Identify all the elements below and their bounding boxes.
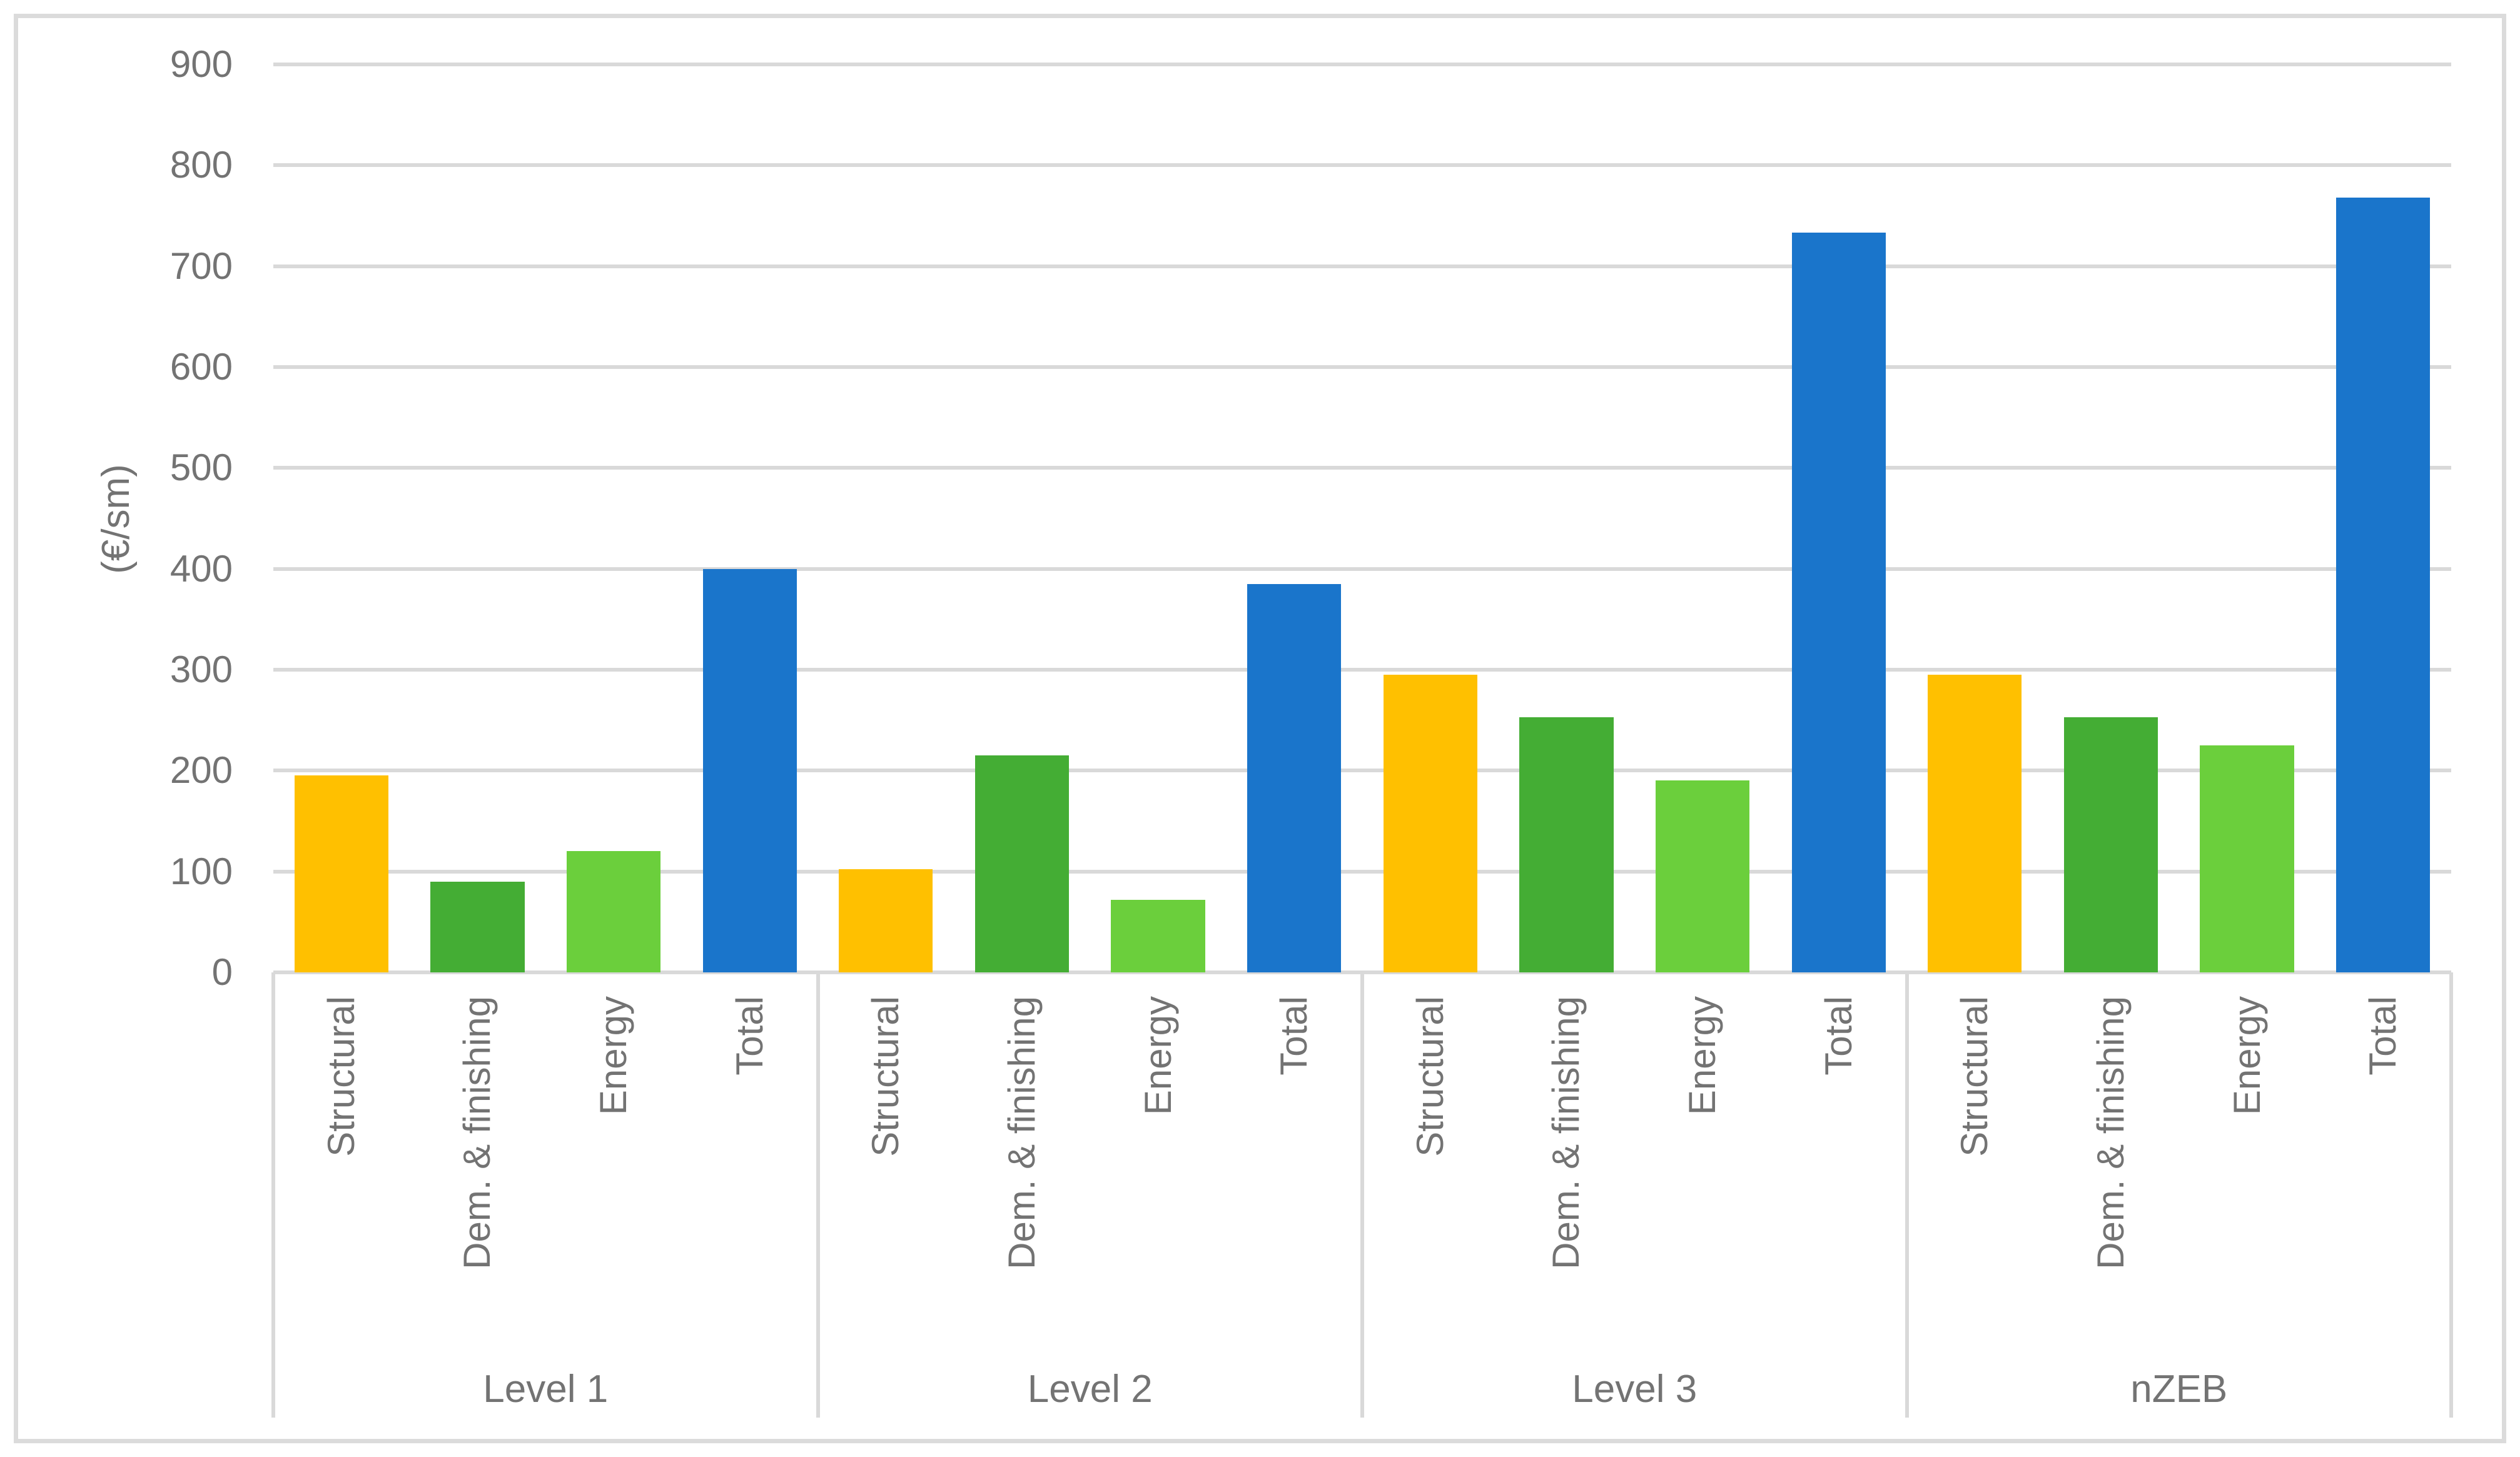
bar-slot: [1634, 64, 1771, 972]
bar-slot: [1090, 64, 1227, 972]
category-label: Dem. & finishing: [2089, 996, 2132, 1269]
bar-nZEB-Energy: [2200, 745, 2294, 972]
category-cell: Total: [1226, 972, 1362, 1418]
plot-area: [273, 63, 2451, 974]
y-tick-label: 300: [170, 648, 233, 690]
category-label: Structural: [1409, 996, 1451, 1157]
bar-Level 3-Energy: [1655, 780, 1750, 972]
group-label-row: Level 1 Level 2 Level 3 nZEB: [273, 1370, 2451, 1409]
y-axis-tick-labels: 0 100 200 300 400 500 600 700 800 900: [0, 0, 233, 1457]
category-cell: Structural: [818, 972, 954, 1418]
bar-Level 2-Structural: [839, 869, 933, 972]
group-label-Level 1: Level 1: [483, 1368, 609, 1411]
gridline-300: [273, 668, 2451, 672]
bar-Level 3-Structural: [1383, 675, 1477, 972]
bar-Level 1-Energy: [566, 851, 661, 972]
category-cell: Dem. & finishing: [410, 972, 546, 1418]
category-label: Dem. & finishing: [456, 996, 498, 1269]
bar-slot: [682, 64, 818, 972]
bar-nZEB-Dem. & finishing: [2063, 717, 2158, 972]
category-cell: Dem. & finishing: [954, 972, 1090, 1418]
category-label: Energy: [2225, 996, 2268, 1116]
axis-divider: [271, 972, 275, 1418]
category-label: Energy: [1681, 996, 1724, 1116]
category-label: Dem. & finishing: [1000, 996, 1043, 1269]
y-tick-label: 0: [211, 951, 233, 993]
bar-Level 3-Total: [1791, 233, 1886, 972]
bar-slot: [1362, 64, 1499, 972]
axis-divider: [2449, 972, 2453, 1418]
category-cell: Total: [682, 972, 818, 1418]
gridline-100: [273, 869, 2451, 874]
category-cell: Structural: [1362, 972, 1499, 1418]
category-label: Total: [1273, 996, 1315, 1076]
y-tick-label: 500: [170, 446, 233, 489]
category-label: Structural: [320, 996, 362, 1157]
category-label: Energy: [592, 996, 635, 1116]
bar-Level 1-Dem. & finishing: [430, 881, 525, 972]
category-cell: Structural: [273, 972, 410, 1418]
category-cell: Structural: [1907, 972, 2043, 1418]
category-label: Total: [728, 996, 771, 1076]
bar-slot: [273, 64, 410, 972]
category-cell: Dem. & finishing: [2043, 972, 2179, 1418]
category-cell: Energy: [1090, 972, 1227, 1418]
bar-slot: [2179, 64, 2315, 972]
bar-Level 1-Total: [702, 568, 797, 972]
category-label: Structural: [864, 996, 907, 1157]
category-cell: Dem. & finishing: [1499, 972, 1635, 1418]
bar-Level 2-Energy: [1111, 899, 1205, 972]
category-cell: Total: [1771, 972, 1907, 1418]
bar-slot: [545, 64, 682, 972]
bar-slot: [2043, 64, 2179, 972]
category-label: Total: [2362, 996, 2404, 1076]
category-label: Energy: [1136, 996, 1179, 1116]
gridline-200: [273, 769, 2451, 773]
y-tick-label: 800: [170, 144, 233, 186]
group-label-Level 3: Level 3: [1572, 1368, 1698, 1411]
category-cell: Total: [2315, 972, 2451, 1418]
y-tick-label: 100: [170, 850, 233, 892]
category-label: Structural: [1953, 996, 1996, 1157]
bars-row: [273, 64, 2451, 972]
bar-Level 2-Dem. & finishing: [974, 755, 1069, 972]
axis-divider: [816, 972, 820, 1418]
bar-Level 3-Dem. & finishing: [1519, 717, 1614, 972]
category-cell: Energy: [545, 972, 682, 1418]
y-tick-label: 400: [170, 547, 233, 590]
y-tick-label: 600: [170, 346, 233, 388]
bar-slot: [2315, 64, 2451, 972]
gridline-600: [273, 365, 2451, 369]
y-tick-label: 200: [170, 749, 233, 792]
category-label: Total: [1817, 996, 1860, 1076]
y-tick-label: 900: [170, 43, 233, 85]
bar-Level 1-Structural: [294, 775, 388, 972]
category-label: Dem. & finishing: [1545, 996, 1587, 1269]
axis-divider: [1360, 972, 1364, 1418]
bar-slot: [1226, 64, 1362, 972]
gridline-900: [273, 63, 2451, 66]
group-label-nZEB: nZEB: [2130, 1368, 2228, 1411]
bar-slot: [1499, 64, 1635, 972]
bar-slot: [1907, 64, 2043, 972]
bar-nZEB-Total: [2336, 197, 2431, 972]
y-tick-label: 700: [170, 245, 233, 287]
bar-slot: [954, 64, 1090, 972]
category-cell: Energy: [1634, 972, 1771, 1418]
gridline-400: [273, 567, 2451, 571]
group-label-Level 2: Level 2: [1027, 1368, 1153, 1411]
gridline-800: [273, 163, 2451, 168]
gridline-500: [273, 466, 2451, 470]
bar-nZEB-Structural: [1928, 675, 2022, 972]
gridline-700: [273, 264, 2451, 268]
bar-slot: [410, 64, 546, 972]
bar-Level 2-Total: [1247, 583, 1342, 972]
x-axis-label-area: Structural Dem. & finishing Energy Total Str…: [271, 972, 2453, 1418]
bar-slot: [1771, 64, 1907, 972]
bar-slot: [818, 64, 954, 972]
axis-divider: [1905, 972, 1909, 1418]
category-cell: Energy: [2179, 972, 2315, 1418]
